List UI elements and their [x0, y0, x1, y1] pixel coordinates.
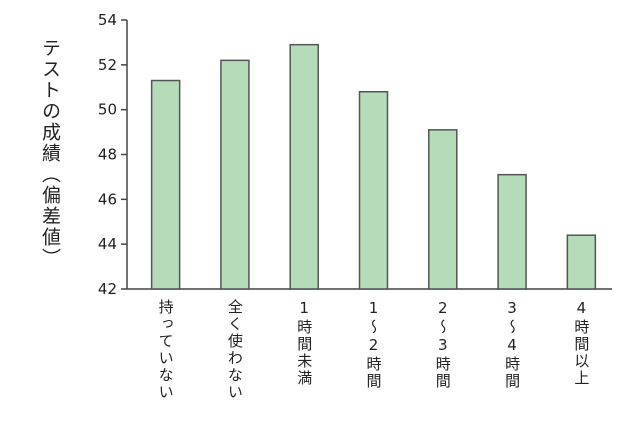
x-tick-label: 2〜3時間 [434, 299, 452, 390]
bar [566, 234, 597, 290]
y-tick-label: 42 [98, 280, 117, 298]
bar [358, 90, 389, 290]
y-tick-label: 46 [98, 190, 117, 208]
x-tick-label: 1〜2時間 [365, 299, 383, 390]
bar [289, 43, 319, 290]
x-tick-label: 4時間以上 [572, 299, 590, 387]
bar [150, 79, 181, 290]
y-tick-label: 50 [98, 101, 117, 119]
x-tick-label: 3〜4時間 [503, 299, 521, 390]
bar [497, 173, 527, 290]
bar [220, 59, 250, 290]
x-tick-label: 持っていない [157, 299, 175, 401]
y-tick-label: 52 [98, 56, 117, 74]
x-tick-label: 1時間未満 [295, 299, 313, 387]
y-tick-label: 54 [98, 11, 117, 29]
x-tick-label: 全く使わない [226, 298, 244, 401]
y-tick-label: 48 [98, 146, 117, 164]
bar [428, 129, 458, 290]
y-tick-label: 44 [98, 235, 117, 253]
y-axis-label: テストの成績（偏差値） [39, 38, 61, 269]
